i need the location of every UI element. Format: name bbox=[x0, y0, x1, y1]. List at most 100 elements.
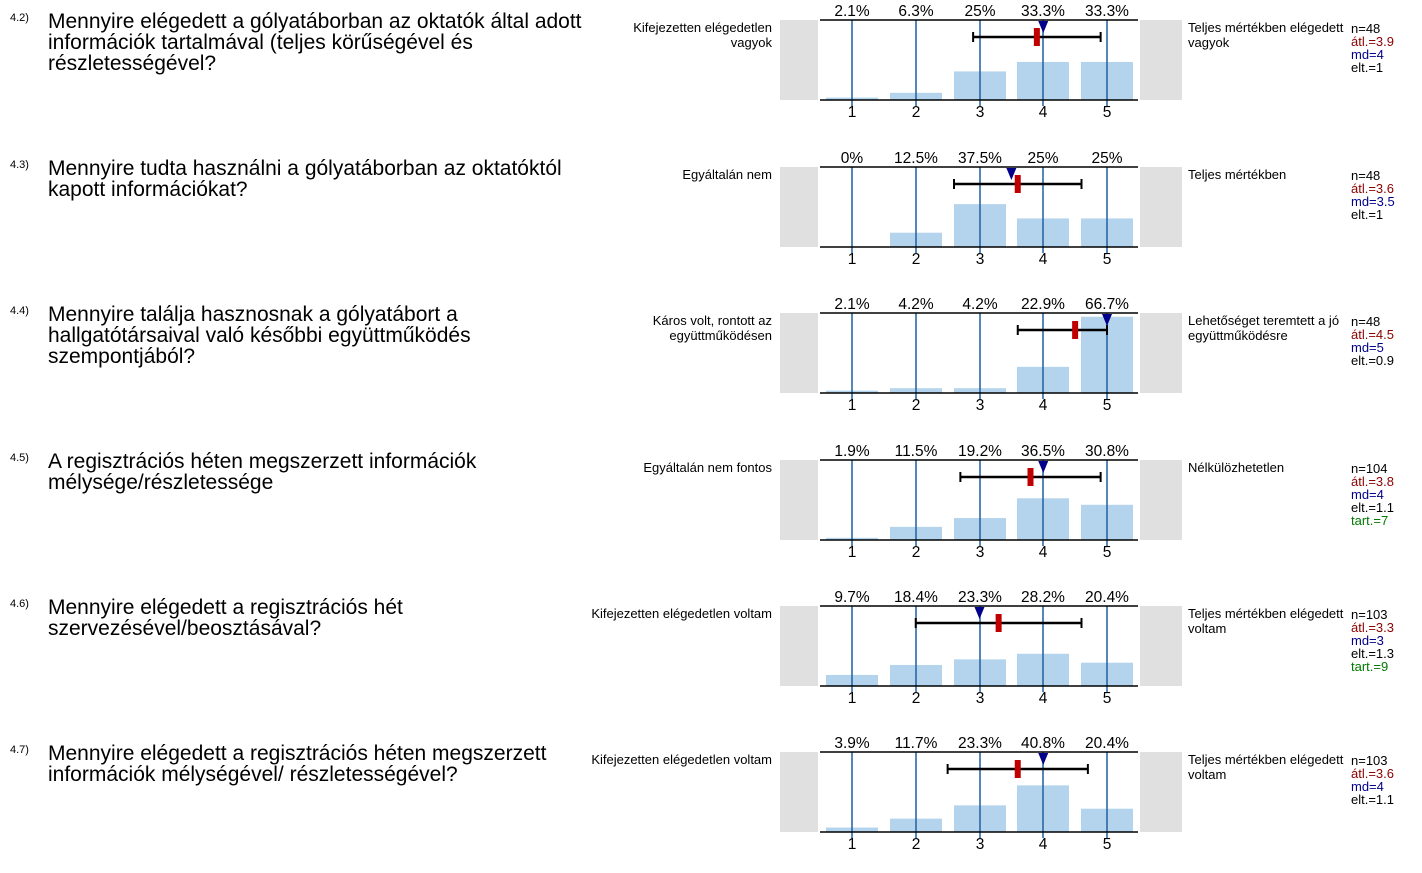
percent-label: 4.2% bbox=[898, 296, 934, 313]
category-tick-label: 3 bbox=[976, 544, 985, 561]
category-tick-label: 5 bbox=[1103, 836, 1112, 853]
category-tick-label: 3 bbox=[976, 104, 985, 121]
stat-abstain: tart.=9 bbox=[1351, 660, 1394, 673]
category-tick-label: 5 bbox=[1103, 251, 1112, 268]
stat-sd: elt.=1 bbox=[1351, 208, 1395, 221]
left-side-box bbox=[780, 752, 818, 832]
percent-label: 12.5% bbox=[894, 150, 938, 167]
scale-label-left: Egyáltalán nem fontos bbox=[590, 461, 772, 476]
percent-label: 28.2% bbox=[1021, 589, 1065, 606]
mean-marker bbox=[996, 614, 1002, 632]
question-block: 4.2) Mennyire elégedett a gólyatáborban a… bbox=[0, 0, 1422, 141]
percent-label: 66.7% bbox=[1085, 296, 1129, 313]
percent-label: 23.3% bbox=[958, 589, 1002, 606]
question-block: 4.4) Mennyire találja hasznosnak a gólyat… bbox=[0, 288, 1422, 434]
median-marker bbox=[1038, 753, 1048, 765]
category-tick-label: 1 bbox=[848, 397, 857, 414]
percent-label: 11.5% bbox=[895, 443, 938, 460]
category-tick-label: 4 bbox=[1039, 836, 1048, 853]
category-tick-label: 3 bbox=[976, 690, 985, 707]
category-tick-label: 4 bbox=[1039, 544, 1048, 561]
percent-label: 25% bbox=[1027, 150, 1058, 167]
question-block: 4.7)Mennyire elégedett a regisztrációs h… bbox=[0, 727, 1422, 873]
percent-label: 20.4% bbox=[1085, 589, 1129, 606]
question-number: 4.4) bbox=[10, 306, 29, 317]
left-side-box bbox=[780, 313, 818, 393]
category-tick-label: 1 bbox=[848, 544, 857, 561]
stat-sd: elt.=0.9 bbox=[1351, 354, 1394, 367]
category-tick-label: 3 bbox=[976, 251, 985, 268]
percent-label: 1.9% bbox=[834, 443, 870, 460]
category-tick-label: 4 bbox=[1039, 690, 1048, 707]
category-tick-label: 1 bbox=[848, 690, 857, 707]
percent-label: 19.2% bbox=[958, 443, 1002, 460]
percent-label: 40.8% bbox=[1021, 735, 1065, 752]
category-tick-label: 4 bbox=[1039, 397, 1048, 414]
mean-marker bbox=[1015, 760, 1021, 778]
percent-label: 11.7% bbox=[895, 735, 938, 752]
stat-sd: elt.=1.1 bbox=[1351, 793, 1394, 806]
category-tick-label: 2 bbox=[912, 836, 921, 853]
scale-label-right: Teljes mértékben elégedett vagyok bbox=[1188, 21, 1352, 50]
percent-label: 2.1% bbox=[834, 3, 870, 20]
question-text: Mennyire elégedett a regisztrációs hét s… bbox=[48, 597, 588, 639]
category-tick-label: 4 bbox=[1039, 251, 1048, 268]
question-number: 4.7) bbox=[10, 745, 29, 756]
category-tick-label: 3 bbox=[976, 836, 985, 853]
category-tick-label: 2 bbox=[912, 544, 921, 561]
category-tick-label: 5 bbox=[1103, 104, 1112, 121]
question-text: Mennyire elégedett a gólyatáborban az ok… bbox=[48, 11, 588, 74]
question-block: 4.5)A regisztrációs héten megszerzett in… bbox=[0, 435, 1422, 581]
median-marker bbox=[1038, 461, 1048, 473]
left-side-box bbox=[780, 20, 818, 100]
category-tick-label: 5 bbox=[1103, 397, 1112, 414]
question-block: 4.6)Mennyire elégedett a regisztrációs h… bbox=[0, 581, 1422, 727]
category-tick-label: 2 bbox=[912, 397, 921, 414]
right-side-box bbox=[1140, 606, 1182, 686]
scale-label-right: Teljes mértékben elégedett voltam bbox=[1188, 753, 1352, 782]
mean-marker bbox=[1015, 175, 1021, 193]
left-side-box bbox=[780, 606, 818, 686]
right-side-box bbox=[1140, 313, 1182, 393]
scale-label-left: Egyáltalán nem bbox=[590, 168, 772, 183]
question-text: Mennyire találja hasznosnak a gólyatábor… bbox=[48, 304, 588, 367]
scale-label-left: Kifejezetten elégedetlen voltam bbox=[590, 607, 772, 622]
mean-marker bbox=[1028, 468, 1034, 486]
percent-label: 0% bbox=[841, 150, 864, 167]
category-tick-label: 5 bbox=[1103, 544, 1112, 561]
scale-label-left: Kifejezetten elégedetlen vagyok bbox=[590, 21, 772, 50]
question-text: Mennyire tudta használni a gólyatáborban… bbox=[48, 158, 588, 200]
scale-label-right: Nélkülözhetetlen bbox=[1188, 461, 1352, 476]
question-number: 4.2) bbox=[10, 13, 29, 24]
right-side-box bbox=[1140, 752, 1182, 832]
distribution-chart: 1.9% 11.5% 19.2% 36.5% 30.8% 1 2 3 4 5 bbox=[778, 443, 1182, 569]
percent-label: 37.5% bbox=[958, 150, 1002, 167]
percent-label: 30.8% bbox=[1085, 443, 1129, 460]
left-side-box bbox=[780, 167, 818, 247]
scale-label-right: Teljes mértékben bbox=[1188, 168, 1352, 183]
percent-label: 9.7% bbox=[834, 589, 870, 606]
percent-label: 25% bbox=[1091, 150, 1122, 167]
mean-marker bbox=[1072, 321, 1078, 339]
category-tick-label: 2 bbox=[912, 690, 921, 707]
scale-label-right: Lehetőséget teremtett a jó együttműködés… bbox=[1188, 314, 1352, 343]
mean-marker bbox=[1034, 28, 1040, 46]
category-tick-label: 5 bbox=[1103, 690, 1112, 707]
scale-label-left: Kifejezetten elégedetlen voltam bbox=[590, 753, 772, 768]
percent-label: 33.3% bbox=[1085, 3, 1129, 20]
percent-label: 22.9% bbox=[1021, 296, 1065, 313]
scale-label-right: Teljes mértékben elégedett voltam bbox=[1188, 607, 1352, 636]
percent-label: 36.5% bbox=[1021, 443, 1065, 460]
percent-label: 25% bbox=[964, 3, 995, 20]
question-block: 4.3)Mennyire tudta használni a gólyatábo… bbox=[0, 142, 1422, 288]
